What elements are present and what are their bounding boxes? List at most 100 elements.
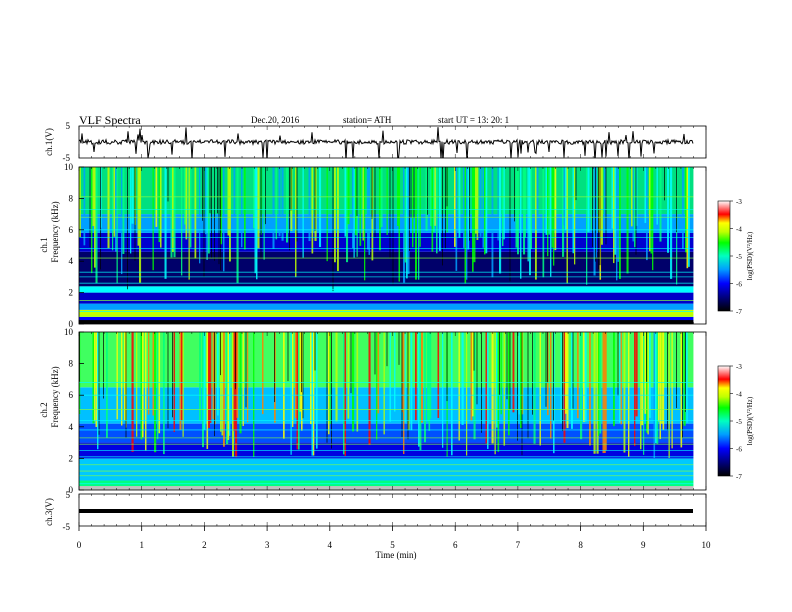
spectrogram-burst (136, 332, 138, 437)
spectrogram-burst (545, 167, 548, 235)
spectrogram-gap (98, 332, 100, 435)
spectrogram-burst (344, 167, 347, 237)
spectrogram-burst (497, 332, 500, 452)
ch1-spectrogram-panel: 0 2 4 6 8 10 ch.1 Frequency (kHz) (39, 162, 707, 329)
spectrogram-burst (208, 167, 210, 254)
ch2-spectrogram-image (79, 332, 706, 490)
spectrogram-gap (595, 167, 596, 262)
spectrogram-burst (536, 167, 539, 231)
spectrogram-burst (253, 332, 255, 458)
spectrogram-burst (626, 167, 629, 274)
spectrogram-gap (514, 167, 515, 222)
spectrogram-burst (398, 167, 401, 282)
spectrogram-gap (287, 332, 289, 382)
spectrogram-burst (113, 167, 116, 237)
spectrogram-burst (199, 332, 202, 422)
spectrogram-gap (427, 167, 428, 215)
spectrogram-burst (419, 167, 421, 247)
spectrogram-burst (662, 332, 665, 430)
spectrogram-gap (167, 332, 169, 429)
spectrogram-burst (83, 167, 86, 246)
spectrogram-burst (593, 332, 596, 454)
spectrogram-burst (140, 332, 143, 440)
spectrogram-gap (575, 167, 577, 201)
spectrogram-burst (95, 332, 98, 427)
spectrogram-burst (512, 332, 515, 413)
spectrogram-burst (412, 167, 414, 248)
time-axis-tick-label: 10 (702, 540, 712, 550)
spectrogram-gap (676, 332, 677, 409)
spectrogram-burst (682, 167, 684, 249)
spectrogram-gap (401, 332, 403, 438)
spectrogram-burst (236, 332, 239, 418)
spectrogram-gap (646, 332, 647, 382)
ch2-spectrogram-ylabel-frequency: Frequency (kHz) (50, 366, 60, 427)
spectrogram-burst (302, 167, 304, 258)
spectrogram-burst (262, 332, 264, 415)
spectrogram-gap (547, 332, 548, 383)
ch2-spectrogram-ytick-label: 10 (64, 327, 74, 337)
spectrogram-gap (103, 332, 104, 399)
spectrogram-gap (389, 167, 391, 259)
ch1-colorbar-label: log(PSD)(V²/Hz) (746, 231, 754, 280)
ch1-spectrogram-ytick-label: 8 (69, 193, 74, 203)
spectrogram-burst (356, 332, 359, 432)
spectrogram-burst (194, 167, 197, 259)
spectrogram-burst (604, 332, 606, 453)
spectrogram-burst (539, 332, 541, 446)
spectrogram-burst (619, 332, 622, 423)
spectrogram-burst (299, 332, 302, 412)
spectrogram-burst (550, 332, 552, 439)
ch1-spectrogram-ytick-label: 2 (69, 288, 74, 298)
spectrogram-burst (368, 167, 370, 255)
spectrogram-gap (127, 167, 128, 290)
spectrogram-burst (424, 332, 426, 443)
spectrogram-no-data (693, 167, 706, 324)
spectrogram-band (79, 387, 694, 424)
spectrogram-burst (283, 332, 285, 439)
spectrogram-burst (217, 332, 219, 416)
spectrogram-burst (91, 167, 93, 274)
spectrogram-gap (203, 167, 205, 277)
spectrogram-burst (485, 332, 488, 444)
spectrogram-burst (173, 332, 176, 432)
spectrogram-gap (134, 167, 136, 261)
spectrogram-gap (532, 332, 533, 415)
spectrogram-burst (634, 167, 636, 248)
spectrogram-gap (314, 167, 316, 232)
spectrogram-burst (644, 167, 647, 223)
ch3-waveform-ytick-bottom: -5 (63, 522, 71, 532)
spectrogram-burst (590, 167, 592, 230)
spectrogram-burst (407, 167, 410, 274)
spectrogram-burst (686, 332, 688, 423)
spectrogram-burst (148, 332, 150, 415)
spectrogram-burst (623, 332, 626, 453)
spectrogram-burst (308, 167, 311, 242)
spectrogram-gap (265, 167, 266, 225)
spectrogram-burst (476, 167, 479, 240)
spectrogram-burst (547, 167, 549, 257)
spectrogram-burst (295, 167, 297, 278)
spectrogram-burst (112, 167, 114, 251)
spectrogram-burst (451, 332, 453, 456)
spectrogram-burst (328, 332, 330, 435)
spectrogram-burst (605, 332, 607, 451)
spectrogram-gap (218, 167, 220, 265)
spectrogram-gap (685, 332, 686, 413)
spectrogram-burst (242, 332, 244, 426)
spectrogram-burst (244, 167, 246, 250)
ch3-waveform-trace (79, 509, 693, 513)
time-axis: 0 1 2 3 4 5 6 7 8 9 10 (77, 126, 711, 550)
ch1-colorbar-tick-label: -7 (736, 308, 742, 316)
spectrogram-burst (571, 332, 573, 429)
ch1-colorbar-gradient (717, 200, 731, 312)
spectrogram-burst (208, 332, 211, 428)
spectrogram-burst (419, 332, 422, 451)
spectrogram-burst (247, 332, 249, 423)
spectrogram-burst (206, 167, 208, 260)
spectrogram-burst (458, 167, 461, 238)
ch2-colorbar-tick-label: -6 (736, 446, 742, 454)
spectrogram-burst (205, 167, 207, 235)
spectrogram-burst (589, 332, 591, 446)
spectrogram-burst (659, 332, 661, 440)
